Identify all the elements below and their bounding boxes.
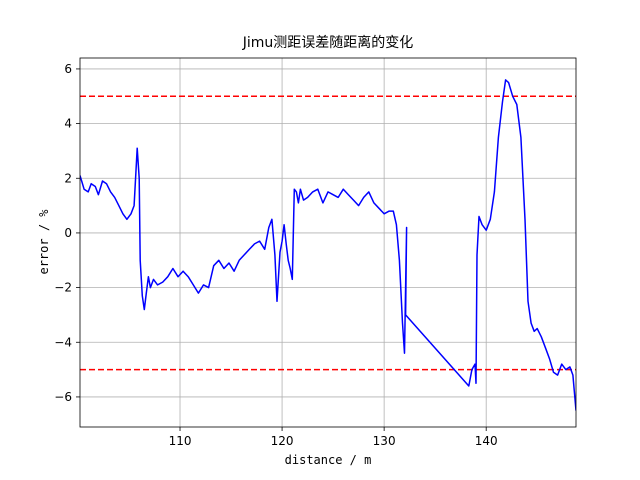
series-group	[80, 79, 576, 411]
series-line	[80, 79, 576, 411]
y-tick-label: 0	[64, 226, 72, 240]
x-tick-label: 110	[169, 434, 192, 448]
chart-title: Jimu测距误差随距离的变化	[242, 34, 414, 51]
y-tick-label: 6	[64, 62, 72, 76]
x-axis-label: distance / m	[285, 453, 372, 467]
y-tick-label: 4	[64, 117, 72, 131]
reference-lines	[80, 95, 576, 371]
x-tick-label: 130	[373, 434, 396, 448]
y-tick-label: 2	[64, 171, 72, 185]
x-tick-label: 140	[475, 434, 498, 448]
plot-frame	[79, 57, 577, 428]
axis-ticks: 110 120 130 140 −6 −4 −2 0 2 4 6	[54, 62, 497, 448]
x-tick-label: 120	[271, 434, 294, 448]
y-tick-label: −4	[54, 335, 72, 349]
y-tick-label: −2	[54, 281, 72, 295]
y-axis-label: error / %	[37, 209, 51, 275]
grid	[80, 58, 576, 427]
y-tick-label: −6	[54, 390, 72, 404]
